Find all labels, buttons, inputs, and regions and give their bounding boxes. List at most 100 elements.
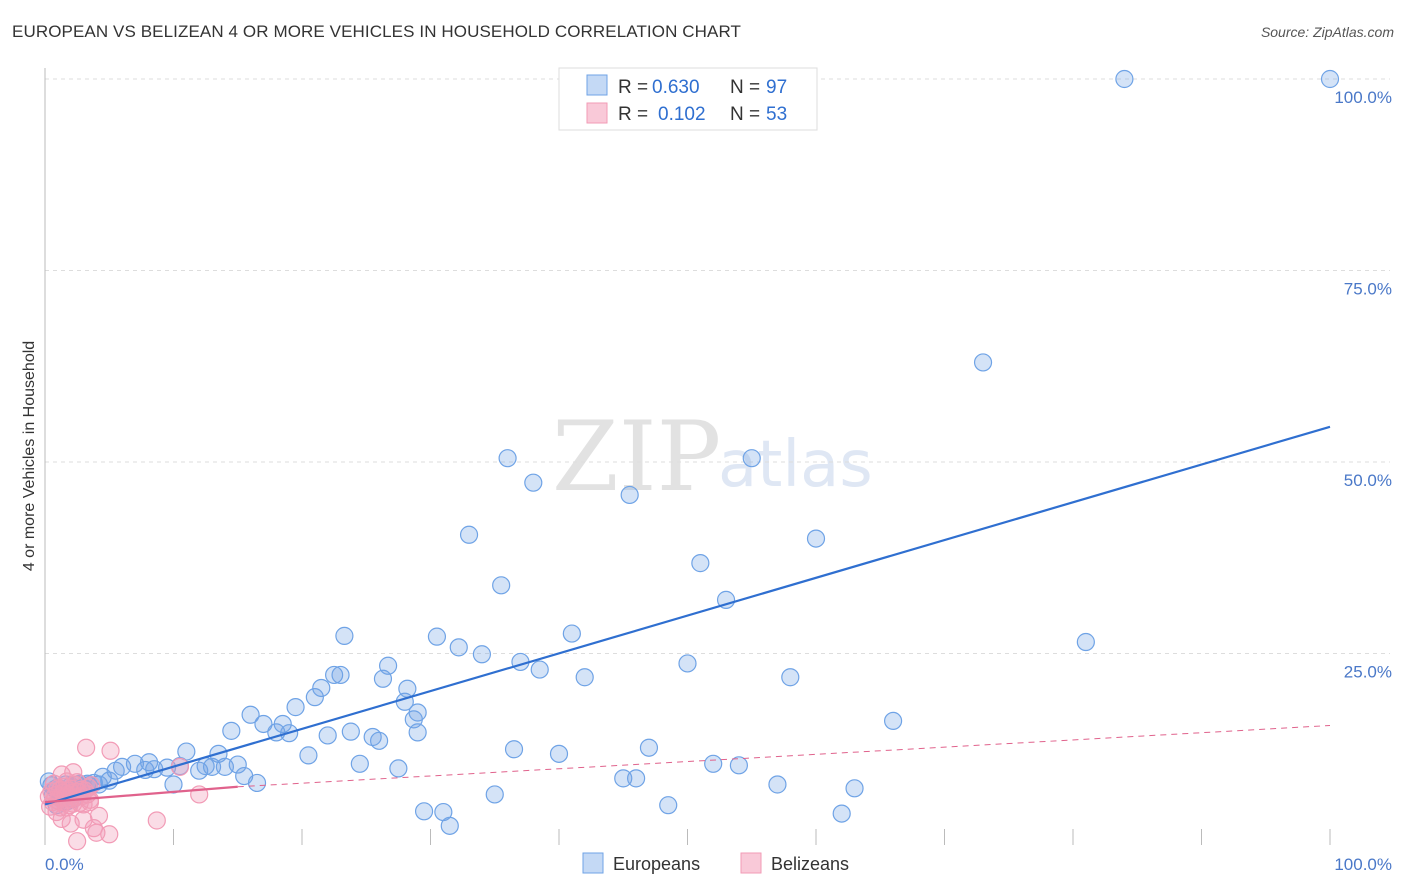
european-point [247,773,267,793]
european-point [729,756,749,775]
european-point [691,554,710,573]
european-point [350,754,369,773]
watermark-atlas: atlas [718,428,873,502]
european-point [472,645,491,664]
european-point [286,698,305,717]
belizean-point [147,811,166,830]
belizean-point [100,825,119,844]
european-point [459,525,479,544]
european-point [768,775,787,794]
watermark: ZIP atlas [552,401,873,513]
european-point [524,473,543,492]
source-credit: Source: ZipAtlas.com [1260,24,1394,40]
legend-swatch-european [586,74,608,96]
european-point [678,654,697,673]
european-point [299,746,318,765]
european-point [318,726,337,745]
european-point [806,529,826,548]
legend-n-value-belizean: 53 [766,104,787,125]
european-point [341,722,360,741]
belizean-point [77,738,96,757]
european-point [440,816,459,835]
european-point [427,627,447,646]
european-point [1320,69,1340,89]
european-point [845,779,864,798]
legend-n-label-belizean: N = [730,104,760,125]
belizean-point [68,832,87,851]
bottom-legend-belizean: Belizeans [771,854,849,874]
european-point [228,755,247,774]
european-point [335,626,354,645]
y-tick-label: 50.0% [1344,471,1392,490]
european-point [331,665,350,685]
european-point [305,688,324,707]
european-point [883,711,903,731]
legend-n-value-european: 97 [766,77,787,98]
european-point [312,678,331,698]
european-trend-line [44,425,1331,806]
european-point [498,449,517,468]
european-point [492,576,511,595]
legend-r-label-european: R = [618,77,648,98]
gridlines [45,78,1390,654]
european-point [398,679,417,698]
axes: 25.0% 50.0% 75.0% 100.0% 0.0% 100.0% [44,68,1392,874]
x-tick-label: 100.0% [1334,855,1392,874]
european-point [177,742,196,761]
trend-lines [44,425,1331,806]
chart-title: EUROPEAN VS BELIZEAN 4 OR MORE VEHICLES … [12,22,742,41]
european-point [414,802,434,821]
legend-r-value-belizean: 0.102 [658,104,706,125]
european-point [485,785,504,804]
european-point [125,754,145,773]
belizean-trend-line-dashed [237,725,1331,788]
european-point [378,656,398,675]
european-point [639,738,659,757]
y-axis-label: 4 or more Vehicles in Household [21,341,38,571]
european-point [241,705,260,724]
european-point [562,624,581,643]
european-point [1076,632,1095,652]
european-point [408,723,427,742]
legend-r-value-european: 0.630 [652,77,700,98]
correlation-legend: R = 0.630 N = 97 R = 0.102 N = 53 [558,67,818,131]
bottom-legend-european: Europeans [613,854,700,874]
european-point [620,485,639,505]
european-point [530,660,549,679]
european-point [742,449,761,468]
european-point [504,740,524,759]
european-point [781,668,800,687]
x-tick-label: 0.0% [45,855,84,874]
european-point [449,638,468,657]
european-point [626,769,646,788]
y-tick-label: 25.0% [1344,663,1392,682]
bottom-legend-swatch-belizean [740,852,762,874]
european-point [370,731,389,750]
bottom-legend-swatch-european [582,852,604,874]
european-point [254,714,273,734]
watermark-zip: ZIP [552,401,721,513]
european-point [389,759,408,778]
european-point [222,721,241,740]
european-point [273,714,292,734]
legend-n-label-european: N = [730,77,760,98]
european-point [325,665,344,685]
series-legend: Europeans Belizeans [582,852,849,874]
y-tick-label: 75.0% [1344,280,1392,299]
european-point [549,744,569,763]
belizean-trend-line [44,785,238,804]
european-point [1115,69,1134,89]
legend-swatch-belizean [586,102,608,124]
european-point [704,754,723,773]
european-point [575,668,594,687]
y-tick-label: 100.0% [1334,88,1392,107]
european-point [832,804,851,823]
belizean-point [89,806,109,825]
european-point [973,353,993,372]
european-point [614,769,633,788]
european-point [659,796,678,815]
legend-r-label-belizean: R = [618,104,648,125]
european-point [408,703,427,722]
belizean-point [101,741,120,760]
